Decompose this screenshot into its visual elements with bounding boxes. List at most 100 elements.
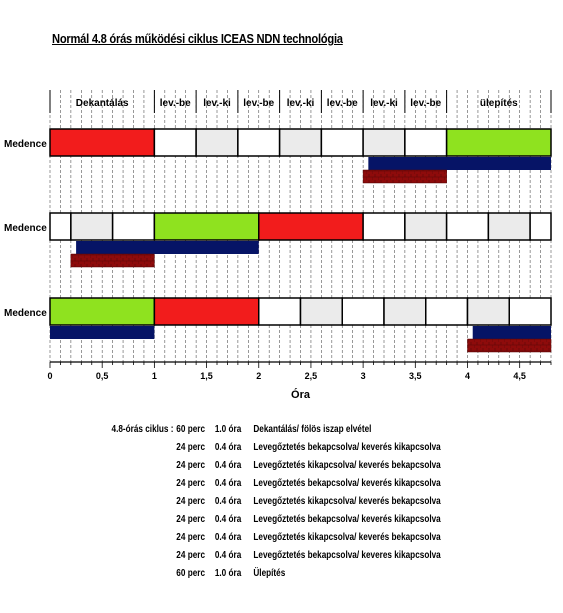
x-tick-label: 1,5 bbox=[200, 371, 213, 381]
phase-segment bbox=[111, 212, 156, 241]
legend-minutes: 24 perc bbox=[176, 550, 206, 561]
navy-bar bbox=[76, 241, 259, 254]
phase-segment bbox=[258, 297, 302, 326]
legend-row: 24 perc 0.4 óra Levegőztetés kikapcsolva/ … bbox=[0, 532, 462, 550]
navy-bar bbox=[50, 326, 155, 339]
phase-segment bbox=[49, 297, 156, 326]
x-tick-label: 2 bbox=[256, 371, 261, 381]
x-axis-title: Óra bbox=[291, 388, 311, 401]
legend-hours: 0.4 óra bbox=[214, 532, 242, 543]
phase-segment bbox=[508, 297, 552, 326]
phase-segment bbox=[466, 297, 510, 326]
legend-row: 60 perc 1.0 óra Ülepítés bbox=[0, 568, 462, 586]
phase-segment bbox=[153, 297, 260, 326]
x-tick-label: 3 bbox=[361, 371, 366, 381]
phase-header-label: lev.-ki bbox=[287, 98, 315, 109]
x-tick-label: 0 bbox=[47, 371, 52, 381]
legend-hours: 0.4 óra bbox=[214, 550, 242, 561]
phase-header-label: Dekantálás bbox=[76, 98, 129, 109]
legend-description: Levegőztetés kikapcsolva/ keverés bekapc… bbox=[253, 532, 441, 543]
legend-description: Levegőztetés kikapcsolva/ keverés bekapc… bbox=[253, 496, 441, 507]
phase-segment bbox=[195, 128, 239, 157]
navy-bar bbox=[472, 326, 551, 339]
x-tick-label: 0,5 bbox=[96, 371, 109, 381]
phase-segment bbox=[49, 212, 72, 241]
tank-label: Medence 1 bbox=[4, 139, 56, 150]
x-axis: 0 0,5 1 1,5 2 2,5 3 3,5 4 4,5 Óra bbox=[47, 361, 552, 401]
cycle-gantt-diagram: Dekantálás lev.-be lev.-ki lev.-be lev.-ki le… bbox=[4, 90, 552, 401]
darkred-bar bbox=[70, 253, 155, 268]
legend-description: Levegőztetés bekapcsolva/ keverés kikapc… bbox=[253, 478, 441, 489]
legend-description: Levegőztetés bekapcsolva/ keverés kikapc… bbox=[253, 514, 441, 525]
phase-segment bbox=[445, 128, 552, 157]
legend-row: 24 perc 0.4 óra Levegőztetés kikapcsolva/ … bbox=[0, 460, 462, 478]
legend-row: 24 perc 0.4 óra Levegőztetés bekapcsolva/ … bbox=[0, 514, 462, 532]
tank-row: Medence 2 bbox=[4, 212, 552, 268]
tank-row: Medence 1 bbox=[4, 128, 552, 184]
phase-header-label: lev.-be bbox=[243, 98, 274, 109]
legend-minutes: 24 perc bbox=[176, 514, 206, 525]
legend-row: 24 perc 0.4 óra Levegőztetés bekapcsolva/ … bbox=[0, 442, 462, 460]
phase-segment bbox=[362, 128, 406, 157]
phase-header-label: lev.-ki bbox=[370, 98, 398, 109]
legend-minutes: 24 perc bbox=[176, 460, 206, 471]
phase-segment bbox=[425, 297, 469, 326]
x-tick-label: 4 bbox=[465, 371, 470, 381]
legend-description: Levegőztetés kikapcsolva/ keverés bekapc… bbox=[253, 460, 441, 471]
x-tick-label: 2,5 bbox=[305, 371, 318, 381]
phase-segment bbox=[529, 212, 552, 241]
x-tick-label: 3,5 bbox=[409, 371, 422, 381]
darkred-bar bbox=[362, 169, 447, 184]
legend-row: 24 perc 0.4 óra Levegőztetés bekapcsolva/ … bbox=[0, 550, 462, 568]
x-tick-label: 1 bbox=[152, 371, 157, 381]
phase-segment bbox=[445, 212, 490, 241]
phase-segment bbox=[404, 212, 448, 241]
phase-segment bbox=[362, 212, 406, 241]
phase-segment bbox=[237, 128, 281, 157]
phase-header-label: lev.-be bbox=[327, 98, 358, 109]
phase-segment bbox=[487, 212, 531, 241]
legend-hours: 0.4 óra bbox=[214, 496, 242, 507]
legend-minutes: 24 perc bbox=[176, 496, 206, 507]
phase-segment bbox=[49, 128, 156, 157]
phase-segment bbox=[258, 212, 364, 241]
legend-description: Levegőztetés bekapcsolva/ keveres kikapc… bbox=[253, 550, 441, 561]
legend-minutes: 24 perc bbox=[176, 478, 206, 489]
darkred-bar bbox=[467, 338, 552, 353]
phase-header-label: lev.-ki bbox=[203, 98, 231, 109]
tank-label: Medence 3 bbox=[4, 308, 56, 319]
legend-minutes: 24 perc bbox=[176, 442, 206, 453]
legend-hours: 1.0 óra bbox=[214, 424, 242, 435]
legend-minutes: 60 perc bbox=[176, 424, 206, 435]
phase-segment bbox=[153, 212, 260, 241]
phase-segment bbox=[153, 128, 197, 157]
phase-segment bbox=[341, 297, 385, 326]
phase-segment bbox=[383, 297, 427, 326]
legend-minutes: 24 perc bbox=[176, 532, 206, 543]
legend-hours: 1.0 óra bbox=[214, 568, 242, 579]
legend-description: Ülepítés bbox=[253, 568, 286, 579]
legend-description: Levegőztetés bekapcsolva/ keverés kikapc… bbox=[253, 442, 441, 453]
x-tick-label: 4,5 bbox=[513, 371, 526, 381]
legend-hours: 0.4 óra bbox=[214, 442, 242, 453]
phase-segment bbox=[278, 128, 323, 157]
legend-row: 4.8-órás ciklus :60 perc 1.0 óra Dekantálá… bbox=[0, 424, 462, 442]
legend-row: 24 perc 0.4 óra Levegőztetés kikapcsolva/ … bbox=[0, 496, 462, 514]
phase-header-label: ülepítés bbox=[480, 98, 518, 109]
phase-header-label: lev.-be bbox=[410, 98, 441, 109]
phase-segment bbox=[320, 128, 364, 157]
cycle-label: 4.8-órás ciklus : bbox=[111, 424, 174, 435]
phase-header-label: lev.-be bbox=[160, 98, 191, 109]
legend-hours: 0.4 óra bbox=[214, 514, 242, 525]
legend-hours: 0.4 óra bbox=[214, 460, 242, 471]
tank-row: Medence 3 bbox=[4, 297, 552, 353]
page-title: Normál 4.8 órás működési ciklus ICEAS ND… bbox=[52, 31, 343, 46]
legend-description: Dekantálás/ fölös iszap elvétel bbox=[253, 424, 372, 435]
phase-segment bbox=[70, 212, 114, 241]
tank-rows: Medence 1 Medence 2 Medence 3 bbox=[4, 128, 552, 353]
navy-bar bbox=[368, 157, 551, 170]
tank-label: Medence 2 bbox=[4, 223, 56, 234]
legend-hours: 0.4 óra bbox=[214, 478, 242, 489]
phase-headers: Dekantálás lev.-be lev.-ki lev.-be lev.-ki le… bbox=[76, 98, 518, 109]
phase-segment bbox=[404, 128, 448, 157]
